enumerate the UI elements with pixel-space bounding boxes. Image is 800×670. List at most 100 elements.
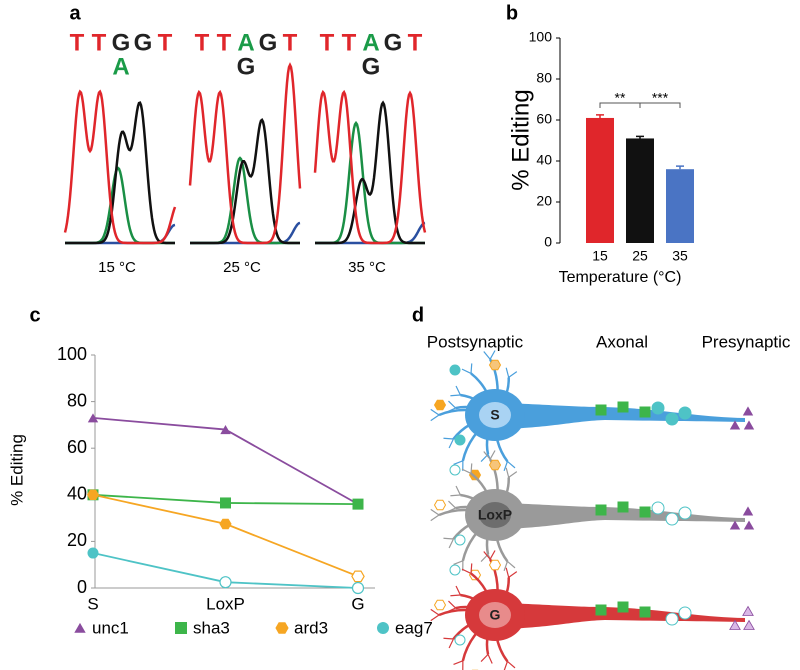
base-letter: A bbox=[237, 29, 254, 56]
legend-marker bbox=[175, 622, 187, 634]
dendrite-branch bbox=[505, 467, 518, 478]
alt-base-letter: A bbox=[112, 53, 129, 80]
site-marker bbox=[678, 606, 692, 620]
legend-marker bbox=[74, 622, 86, 633]
x-axis-label: Temperature (°C) bbox=[559, 269, 682, 286]
dendrite-branch bbox=[450, 585, 461, 597]
dendrite-branch bbox=[430, 408, 440, 422]
significance-bracket bbox=[639, 102, 681, 108]
site-marker bbox=[454, 634, 466, 646]
axon bbox=[505, 603, 745, 629]
legend-marker bbox=[275, 622, 289, 634]
soma-label: S bbox=[490, 407, 499, 423]
dendrite-branch bbox=[480, 653, 493, 664]
base-letter: T bbox=[342, 29, 357, 56]
region-label: Postsynaptic bbox=[427, 332, 524, 351]
site-marker bbox=[665, 612, 679, 626]
site-marker bbox=[488, 359, 502, 371]
error-bar bbox=[676, 165, 684, 170]
dendrite-branch bbox=[446, 600, 457, 613]
site-marker bbox=[742, 406, 754, 416]
x-tick-label: G bbox=[351, 594, 364, 613]
legend-marker bbox=[377, 622, 389, 634]
x-tick-label: 35 bbox=[672, 248, 688, 264]
site-marker bbox=[595, 604, 607, 616]
legend-label: eag7 bbox=[395, 618, 433, 637]
dendrite-branch bbox=[430, 608, 440, 622]
base-letter: T bbox=[283, 29, 298, 56]
data-point bbox=[352, 498, 364, 510]
temperature-label: 35 °C bbox=[348, 259, 386, 276]
dendrite-branch bbox=[503, 460, 516, 471]
nucleus bbox=[479, 602, 511, 628]
site-marker bbox=[729, 619, 741, 630]
site-marker bbox=[488, 559, 502, 571]
site-marker bbox=[595, 404, 607, 416]
temperature-label: 15 °C bbox=[98, 259, 136, 276]
y-tick-label: 0 bbox=[77, 577, 87, 597]
site-marker bbox=[617, 601, 629, 613]
dendrite-branch bbox=[461, 563, 473, 574]
dendrite-branch bbox=[443, 537, 454, 549]
base-letter: T bbox=[158, 29, 173, 56]
x-tick-label: 15 bbox=[592, 248, 608, 264]
alt-base-letter: G bbox=[362, 53, 381, 80]
base-letter: G bbox=[384, 29, 403, 56]
panel-label: a bbox=[69, 2, 81, 24]
site-marker bbox=[433, 499, 447, 511]
trace bbox=[65, 166, 175, 245]
data-point bbox=[351, 581, 365, 595]
site-marker bbox=[678, 506, 692, 520]
data-point bbox=[87, 547, 99, 559]
site-marker bbox=[665, 512, 679, 526]
site-marker bbox=[742, 605, 754, 616]
trace bbox=[190, 221, 301, 245]
y-tick-label: 40 bbox=[67, 484, 87, 504]
site-marker bbox=[488, 459, 502, 471]
trace bbox=[65, 101, 175, 245]
y-axis-label: % Editing bbox=[7, 434, 26, 506]
dendrite-branch bbox=[443, 637, 454, 649]
dendrite-branch bbox=[453, 660, 464, 670]
y-tick-label: 20 bbox=[67, 530, 87, 550]
nucleus bbox=[479, 502, 511, 528]
site-marker bbox=[454, 534, 466, 546]
dendrite-branch bbox=[483, 350, 496, 360]
dendrite-branch bbox=[430, 508, 440, 522]
region-label: Presynaptic bbox=[702, 332, 791, 351]
base-letter: T bbox=[217, 29, 232, 56]
nucleus bbox=[479, 402, 511, 428]
temperature-label: 25 °C bbox=[223, 259, 261, 276]
site-marker bbox=[742, 506, 754, 516]
site-marker bbox=[639, 506, 651, 518]
dendrite-branch bbox=[461, 363, 473, 374]
trace bbox=[63, 89, 177, 245]
panel-label: d bbox=[412, 304, 424, 326]
base-letter: T bbox=[70, 29, 85, 56]
site-marker bbox=[454, 434, 466, 446]
site-marker bbox=[743, 619, 755, 630]
base-letter: A bbox=[362, 29, 379, 56]
trace bbox=[190, 156, 300, 245]
site-marker bbox=[743, 420, 755, 430]
dendrite-branch bbox=[450, 485, 461, 497]
data-point bbox=[87, 413, 99, 423]
dendrite-branch bbox=[450, 385, 461, 397]
site-marker bbox=[729, 520, 741, 530]
dendrite-branch bbox=[503, 560, 516, 571]
y-tick-label: 80 bbox=[67, 390, 87, 410]
site-marker bbox=[449, 364, 461, 376]
site-marker bbox=[449, 564, 461, 576]
dendrite-branch bbox=[446, 500, 457, 513]
trace bbox=[315, 100, 425, 245]
y-tick-label: 60 bbox=[536, 111, 552, 127]
site-marker bbox=[651, 401, 665, 415]
site-marker bbox=[449, 464, 461, 476]
dendrite-branch bbox=[503, 660, 516, 670]
site-marker bbox=[743, 520, 755, 530]
trace bbox=[188, 62, 302, 245]
site-marker bbox=[639, 606, 651, 618]
data-point bbox=[87, 489, 99, 500]
dendrite-branch bbox=[443, 437, 454, 449]
